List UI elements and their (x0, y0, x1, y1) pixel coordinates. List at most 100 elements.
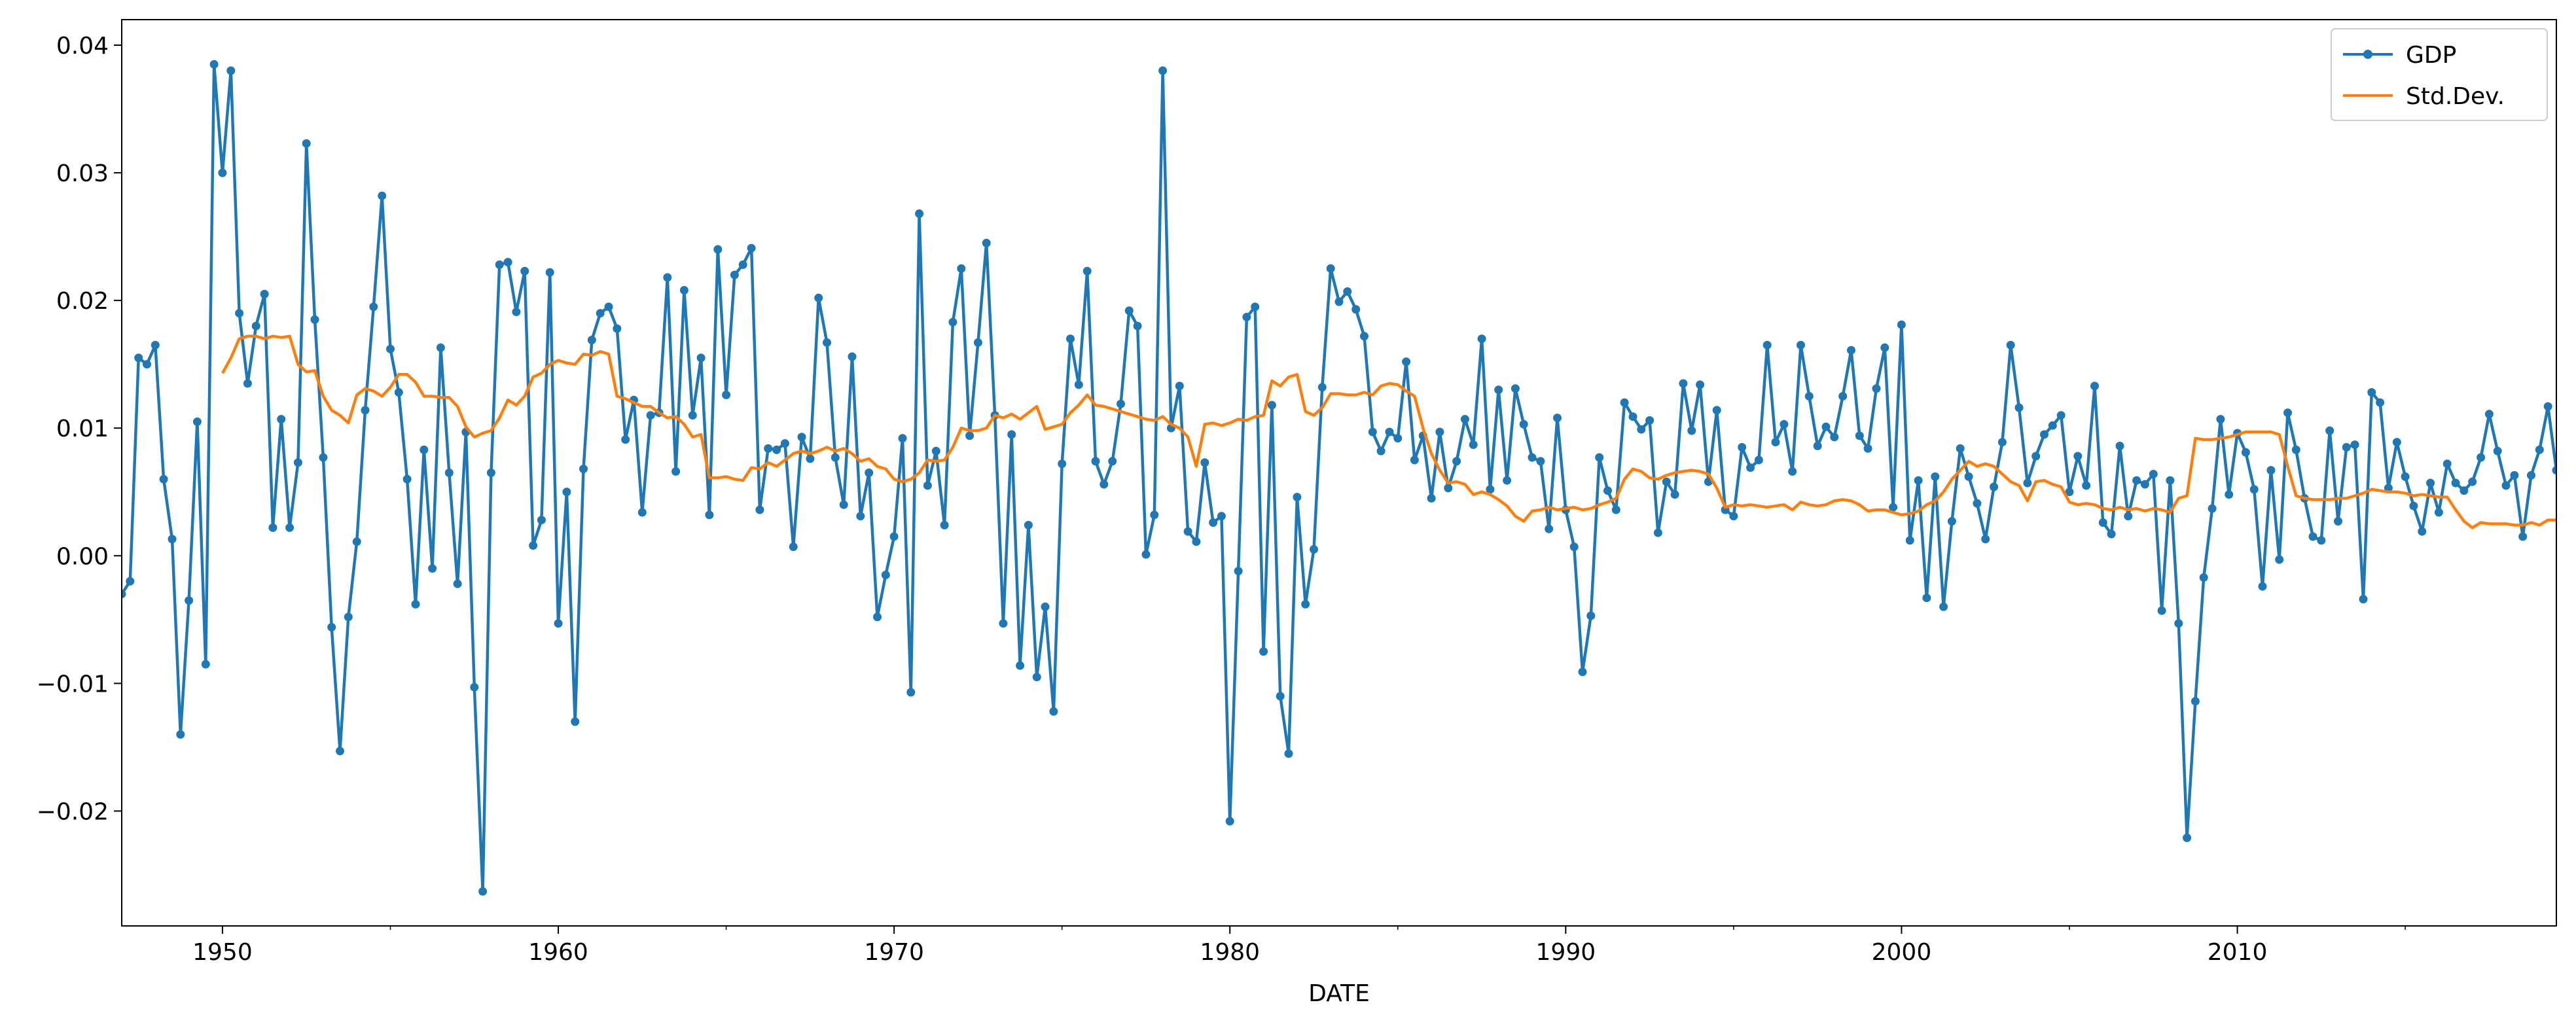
data-point-gdp (2418, 527, 2427, 536)
data-point-gdp (663, 273, 672, 282)
data-point-gdp (2225, 490, 2234, 499)
data-point-gdp (1427, 494, 1436, 503)
data-point-gdp (2317, 536, 2326, 545)
data-point-gdp (1780, 419, 1789, 429)
data-point-gdp (856, 512, 865, 521)
data-point-gdp (1762, 340, 1772, 349)
data-point-gdp (2023, 478, 2032, 487)
data-point-gdp (1133, 321, 1142, 330)
x-tick-label: 1990 (1536, 939, 1596, 966)
data-point-gdp (1603, 486, 1612, 495)
data-point-gdp (1788, 467, 1797, 476)
legend: GDP Std.Dev. (2331, 28, 2548, 121)
data-point-gdp (2208, 504, 2217, 513)
data-point-gdp (2510, 470, 2519, 480)
data-point-gdp (2157, 606, 2166, 615)
data-point-gdp (1267, 400, 1276, 410)
data-point-gdp (1838, 392, 1848, 400)
data-point-gdp (319, 453, 328, 462)
y-tick-label: 0.02 (56, 288, 109, 315)
data-point-gdp (1317, 383, 1327, 392)
data-point-gdp (1738, 443, 1747, 452)
data-point-gdp (478, 887, 488, 896)
data-point-gdp (1334, 297, 1344, 306)
data-point-gdp (143, 360, 151, 369)
data-point-gdp (1326, 264, 1335, 273)
data-point-gdp (1460, 415, 1469, 424)
data-point-gdp (1662, 477, 1671, 486)
data-point-gdp (1024, 521, 1033, 529)
data-point-gdp (402, 474, 412, 484)
data-point-gdp (1310, 545, 1318, 554)
data-point-gdp (2241, 448, 2250, 457)
data-point-gdp (2283, 408, 2292, 417)
data-point-gdp (1158, 66, 1168, 75)
data-point-gdp (134, 353, 143, 363)
data-point-gdp (378, 191, 387, 200)
data-point-gdp (848, 352, 857, 361)
data-point-gdp (982, 238, 991, 247)
data-point-gdp (503, 258, 512, 267)
legend-label-std-dev: Std.Dev. (2406, 83, 2505, 110)
data-point-gdp (2477, 453, 2486, 462)
data-point-gdp (1536, 457, 1545, 466)
data-point-gdp (1124, 306, 1134, 315)
data-point-gdp (1091, 457, 1100, 466)
data-point-gdp (940, 521, 949, 529)
data-point-gdp (1897, 320, 1906, 329)
data-point-gdp (1175, 381, 1184, 391)
data-point-gdp (646, 411, 655, 420)
data-point-gdp (865, 469, 874, 477)
data-point-gdp (2493, 446, 2502, 455)
data-point-gdp (2048, 421, 2057, 430)
data-point-gdp (1141, 550, 1151, 559)
data-point-gdp (1293, 493, 1302, 502)
data-point-gdp (2266, 466, 2276, 475)
data-point-gdp (1469, 440, 1478, 450)
data-point-gdp (2149, 470, 2158, 478)
data-point-gdp (881, 571, 890, 580)
data-point-gdp (386, 344, 395, 353)
data-point-gdp (1620, 398, 1629, 407)
data-point-gdp (2359, 595, 2368, 604)
data-point-gdp (201, 660, 210, 669)
data-point-gdp (1234, 567, 1243, 576)
data-point-gdp (1251, 302, 1260, 311)
data-point-gdp (2552, 466, 2556, 475)
data-point-gdp (2342, 443, 2351, 452)
data-point-gdp (2392, 438, 2401, 447)
data-point-gdp (1393, 434, 1403, 443)
data-point-gdp (277, 415, 286, 424)
data-point-gdp (1914, 476, 1923, 485)
data-point-gdp (218, 168, 227, 177)
data-point-gdp (1007, 430, 1016, 439)
data-point-gdp (151, 340, 160, 349)
data-point-gdp (159, 474, 168, 484)
data-point-gdp (973, 338, 982, 347)
data-point-gdp (571, 717, 580, 726)
data-point-gdp (1117, 399, 1125, 408)
data-point-gdp (2065, 487, 2074, 497)
data-point-gdp (470, 682, 479, 692)
data-point-gdp (428, 564, 437, 573)
data-point-gdp (1889, 503, 1898, 512)
x-tick-label: 1960 (528, 939, 588, 966)
data-point-gdp (2535, 445, 2544, 454)
data-point-gdp (1545, 524, 1554, 533)
data-point-gdp (1183, 527, 1192, 536)
data-point-gdp (1956, 444, 1965, 453)
data-point-gdp (411, 599, 420, 609)
data-point-gdp (671, 467, 681, 476)
data-point-gdp (1217, 512, 1226, 521)
data-point-gdp (2468, 477, 2477, 486)
data-point-gdp (512, 308, 521, 317)
data-point-gdp (839, 500, 848, 509)
data-point-gdp (176, 730, 185, 739)
data-point-gdp (495, 260, 504, 269)
data-point-gdp (243, 379, 252, 388)
data-point-gdp (1880, 343, 1889, 352)
data-point-gdp (2451, 478, 2460, 487)
data-point-gdp (2308, 532, 2317, 541)
data-point-gdp (2073, 452, 2083, 461)
data-point-gdp (1855, 431, 1864, 440)
